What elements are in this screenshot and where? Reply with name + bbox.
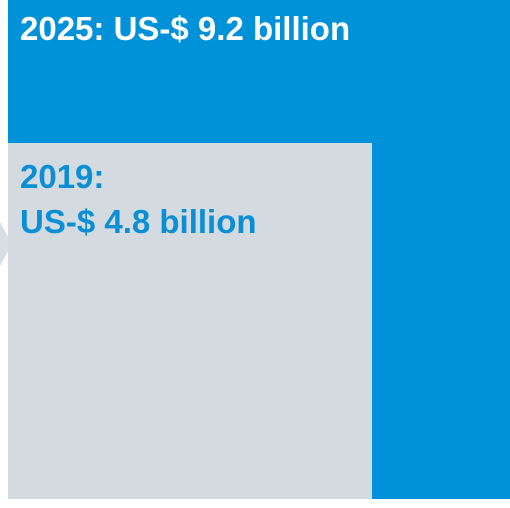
label-2025: 2025: US-$ 9.2 billion bbox=[20, 10, 351, 47]
label-2019-year: 2019: bbox=[20, 158, 105, 195]
label-2019-value: US-$ 4.8 billion bbox=[20, 202, 257, 240]
square-2019 bbox=[8, 143, 372, 499]
label-2019: 2019: US-$ 4.8 billion bbox=[20, 155, 257, 244]
